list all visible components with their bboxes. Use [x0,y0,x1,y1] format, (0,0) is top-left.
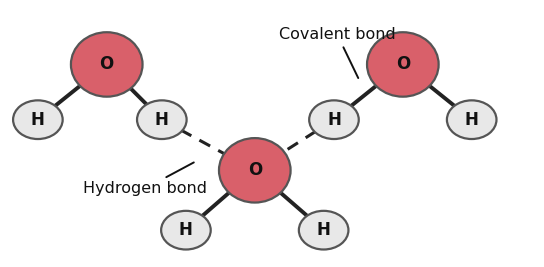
Text: H: H [465,111,479,129]
Text: O: O [100,56,114,73]
Text: H: H [155,111,169,129]
Text: H: H [179,221,193,239]
Ellipse shape [161,211,211,249]
Text: H: H [317,221,331,239]
Text: O: O [395,56,410,73]
Ellipse shape [219,138,290,203]
Ellipse shape [71,32,143,97]
Ellipse shape [137,100,187,139]
Ellipse shape [13,100,63,139]
Text: Covalent bond: Covalent bond [279,27,395,78]
Text: Hydrogen bond: Hydrogen bond [83,162,207,196]
Ellipse shape [447,100,497,139]
Ellipse shape [299,211,349,249]
Text: H: H [327,111,341,129]
Ellipse shape [367,32,438,97]
Text: H: H [31,111,45,129]
Ellipse shape [309,100,358,139]
Text: O: O [248,161,262,179]
